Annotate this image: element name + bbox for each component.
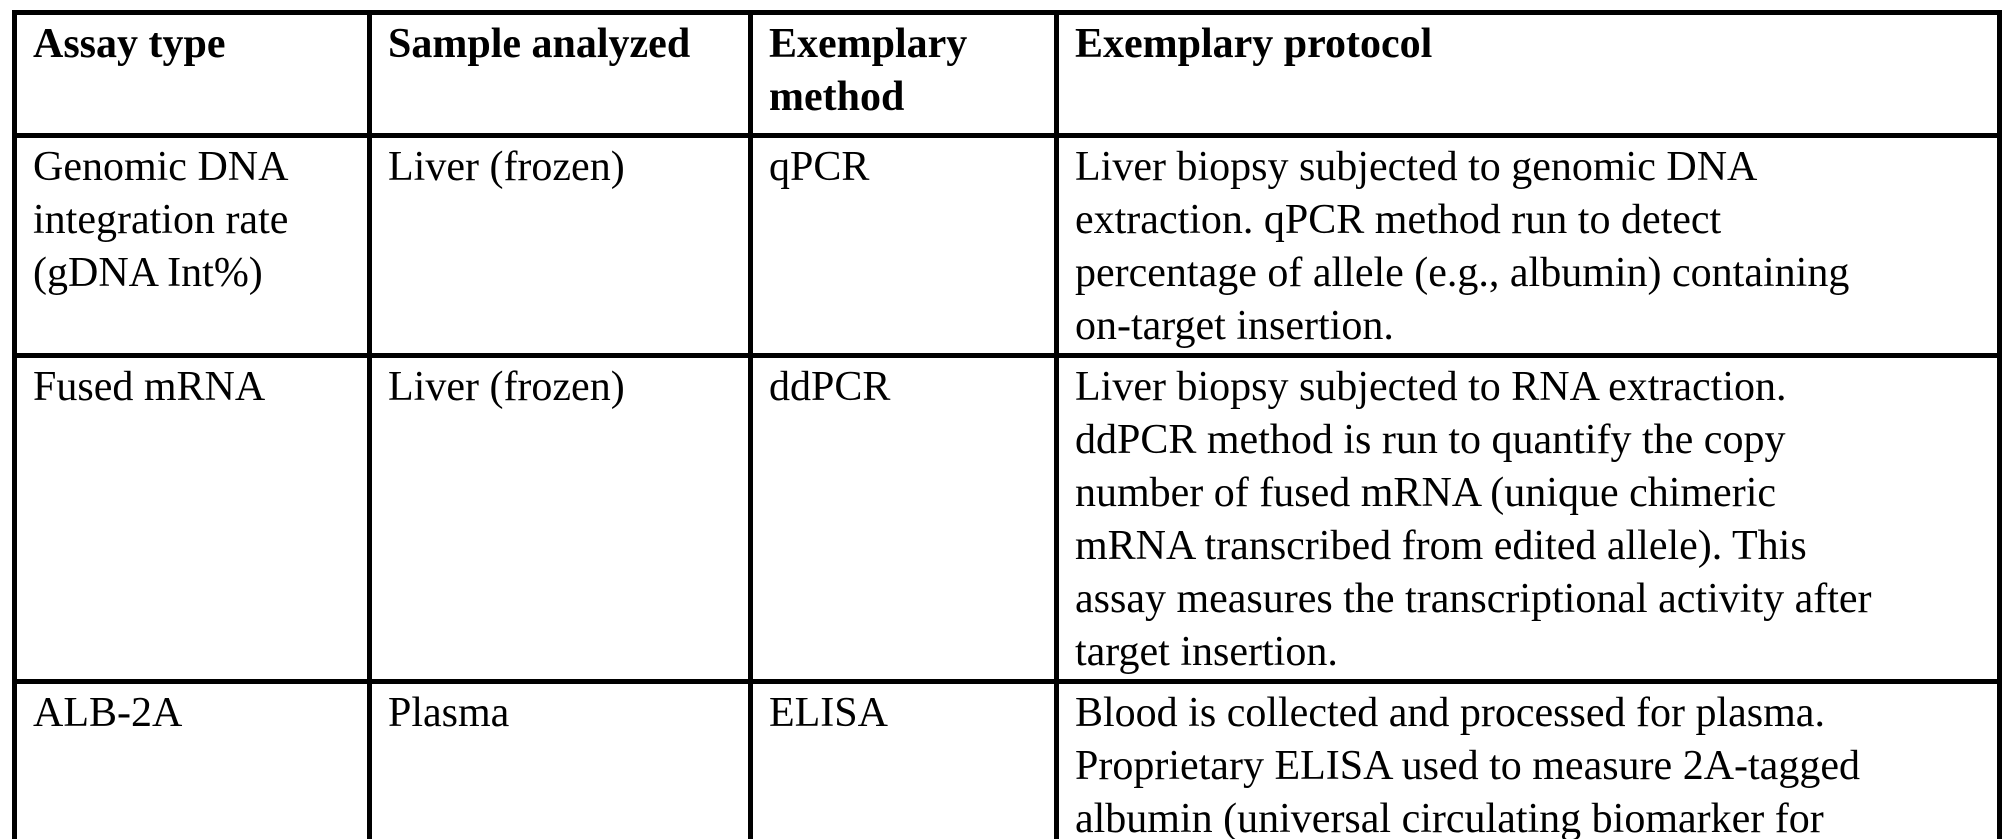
table-header-row: Assay type Sample analyzed Exemplary met… (12, 10, 2002, 138)
cell-sample-analyzed: Liver (frozen) (367, 353, 753, 684)
cell-exemplary-method: ddPCR (748, 353, 1059, 684)
table-row: Fused mRNA Liver (frozen) ddPCR Liver bi… (12, 353, 2002, 684)
cell-exemplary-method: qPCR (748, 133, 1059, 358)
cell-assay-type: Fused mRNA (12, 353, 372, 684)
assay-table: Assay type Sample analyzed Exemplary met… (12, 10, 2002, 839)
cell-assay-type: Genomic DNA integration rate (gDNA Int%) (12, 133, 372, 358)
header-cell-exemplary-method: Exemplary method (748, 10, 1059, 138)
table-row: ALB-2A Plasma ELISA Blood is collected a… (12, 679, 2002, 839)
header-cell-assay-type: Assay type (12, 10, 372, 138)
cell-exemplary-method: ELISA (748, 679, 1059, 839)
cell-exemplary-protocol: Liver biopsy subjected to genomic DNA ex… (1054, 133, 2002, 358)
cell-exemplary-protocol: Liver biopsy subjected to RNA extraction… (1054, 353, 2002, 684)
table-row: Genomic DNA integration rate (gDNA Int%)… (12, 133, 2002, 358)
cell-exemplary-protocol: Blood is collected and processed for pla… (1054, 679, 2002, 839)
header-cell-exemplary-protocol: Exemplary protocol (1054, 10, 2002, 138)
cell-assay-type: ALB-2A (12, 679, 372, 839)
cell-sample-analyzed: Plasma (367, 679, 753, 839)
header-cell-sample-analyzed: Sample analyzed (367, 10, 753, 138)
cell-sample-analyzed: Liver (frozen) (367, 133, 753, 358)
